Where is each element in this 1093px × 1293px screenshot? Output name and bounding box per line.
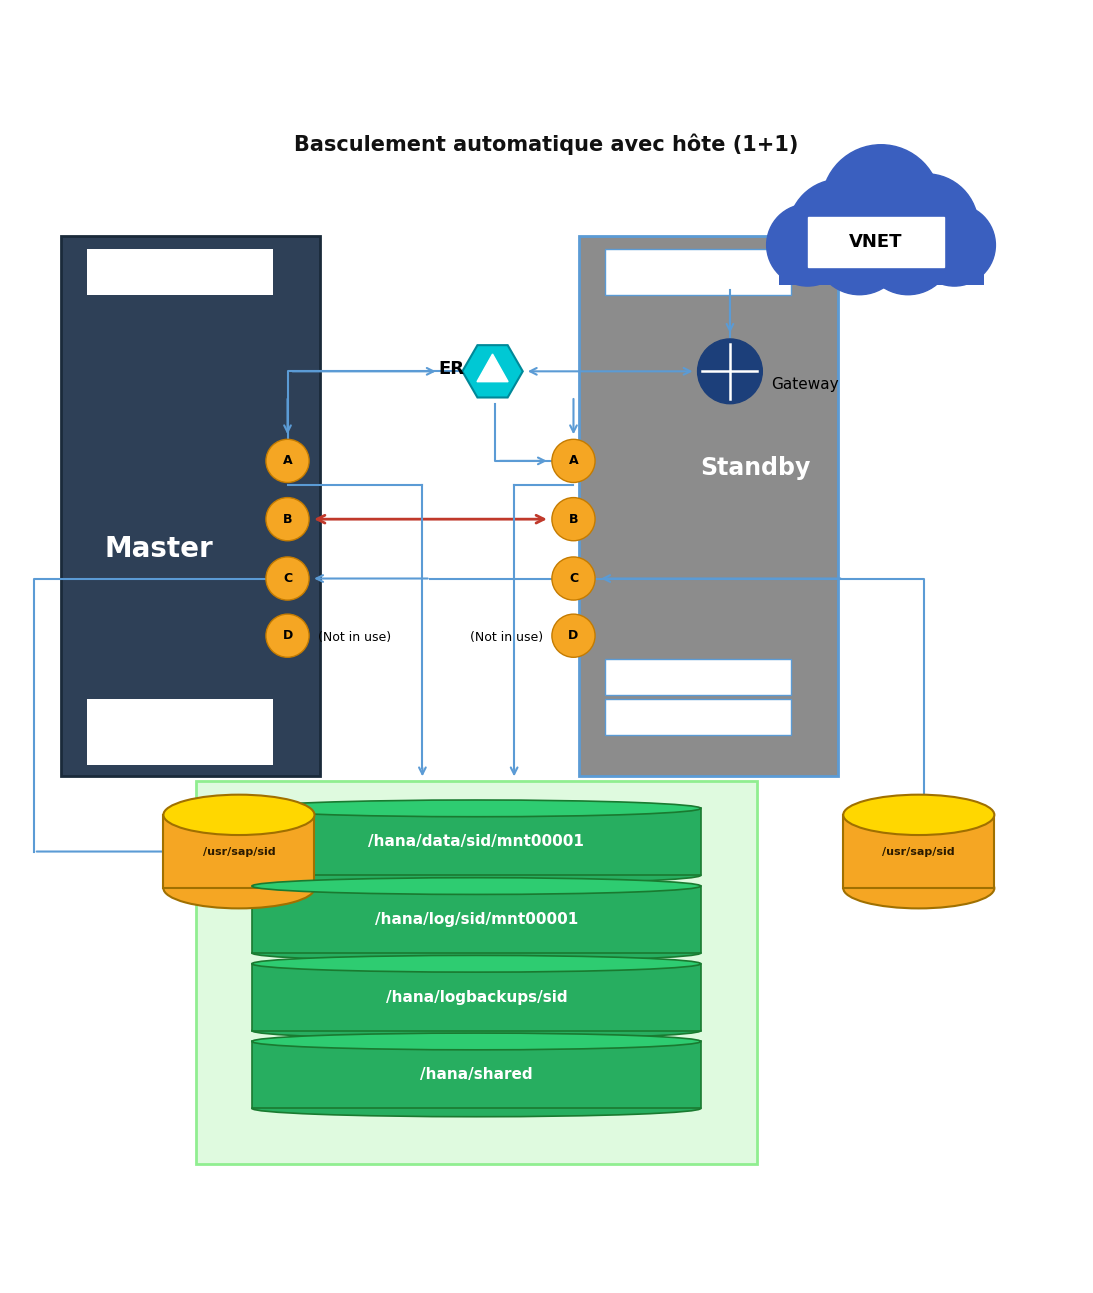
Ellipse shape bbox=[844, 795, 995, 835]
Text: B: B bbox=[283, 512, 292, 526]
Ellipse shape bbox=[164, 795, 315, 835]
FancyBboxPatch shape bbox=[604, 698, 791, 734]
Circle shape bbox=[862, 204, 953, 295]
Ellipse shape bbox=[251, 1023, 701, 1040]
Text: B: B bbox=[568, 512, 578, 526]
FancyBboxPatch shape bbox=[251, 963, 701, 1031]
Text: Master: Master bbox=[105, 535, 214, 564]
FancyBboxPatch shape bbox=[604, 250, 791, 295]
Ellipse shape bbox=[844, 868, 995, 909]
Circle shape bbox=[266, 614, 309, 657]
Circle shape bbox=[552, 557, 595, 600]
Text: A: A bbox=[283, 454, 292, 467]
Ellipse shape bbox=[251, 800, 701, 817]
Text: Standby: Standby bbox=[700, 456, 810, 481]
Text: Gateway: Gateway bbox=[771, 376, 838, 392]
Text: ER: ER bbox=[438, 361, 465, 378]
Text: /hana/shared: /hana/shared bbox=[420, 1068, 532, 1082]
Ellipse shape bbox=[164, 868, 315, 909]
Text: D: D bbox=[568, 630, 578, 643]
Polygon shape bbox=[462, 345, 522, 397]
Circle shape bbox=[266, 440, 309, 482]
Text: A: A bbox=[568, 454, 578, 467]
Circle shape bbox=[552, 614, 595, 657]
Circle shape bbox=[874, 173, 978, 278]
Text: /usr/sap/sid: /usr/sap/sid bbox=[202, 847, 275, 856]
Text: (Not in use): (Not in use) bbox=[470, 631, 543, 644]
FancyBboxPatch shape bbox=[86, 698, 273, 734]
Text: /usr/sap/sid: /usr/sap/sid bbox=[882, 847, 955, 856]
Circle shape bbox=[266, 557, 309, 600]
FancyBboxPatch shape bbox=[61, 237, 320, 776]
Ellipse shape bbox=[251, 866, 701, 883]
FancyBboxPatch shape bbox=[86, 250, 273, 295]
Circle shape bbox=[914, 204, 996, 286]
Text: /hana/logbackups/sid: /hana/logbackups/sid bbox=[386, 989, 567, 1005]
Ellipse shape bbox=[251, 956, 701, 972]
Text: D: D bbox=[282, 630, 293, 643]
FancyBboxPatch shape bbox=[808, 217, 943, 266]
Polygon shape bbox=[477, 354, 508, 381]
FancyBboxPatch shape bbox=[844, 815, 995, 888]
Circle shape bbox=[697, 339, 762, 403]
FancyBboxPatch shape bbox=[778, 237, 984, 284]
FancyBboxPatch shape bbox=[251, 886, 701, 953]
Circle shape bbox=[552, 498, 595, 540]
FancyBboxPatch shape bbox=[86, 729, 273, 765]
FancyBboxPatch shape bbox=[251, 808, 701, 875]
FancyBboxPatch shape bbox=[579, 237, 838, 776]
Text: /hana/data/sid/mnt00001: /hana/data/sid/mnt00001 bbox=[368, 834, 585, 850]
FancyBboxPatch shape bbox=[164, 815, 315, 888]
Ellipse shape bbox=[251, 878, 701, 895]
Text: VNET: VNET bbox=[849, 233, 903, 251]
FancyBboxPatch shape bbox=[604, 659, 791, 696]
Text: /hana/log/sid/mnt00001: /hana/log/sid/mnt00001 bbox=[375, 912, 578, 927]
Ellipse shape bbox=[251, 1100, 701, 1117]
Circle shape bbox=[788, 180, 892, 283]
Circle shape bbox=[266, 498, 309, 540]
Circle shape bbox=[822, 145, 940, 264]
Circle shape bbox=[552, 440, 595, 482]
Text: Basculement automatique avec hôte (1+1): Basculement automatique avec hôte (1+1) bbox=[294, 134, 799, 155]
Text: C: C bbox=[283, 572, 292, 584]
Text: C: C bbox=[569, 572, 578, 584]
Circle shape bbox=[766, 204, 848, 286]
Ellipse shape bbox=[251, 945, 701, 961]
FancyBboxPatch shape bbox=[196, 781, 757, 1165]
Circle shape bbox=[814, 204, 905, 295]
Ellipse shape bbox=[251, 1033, 701, 1050]
Text: (Not in use): (Not in use) bbox=[318, 631, 391, 644]
FancyBboxPatch shape bbox=[251, 1041, 701, 1108]
